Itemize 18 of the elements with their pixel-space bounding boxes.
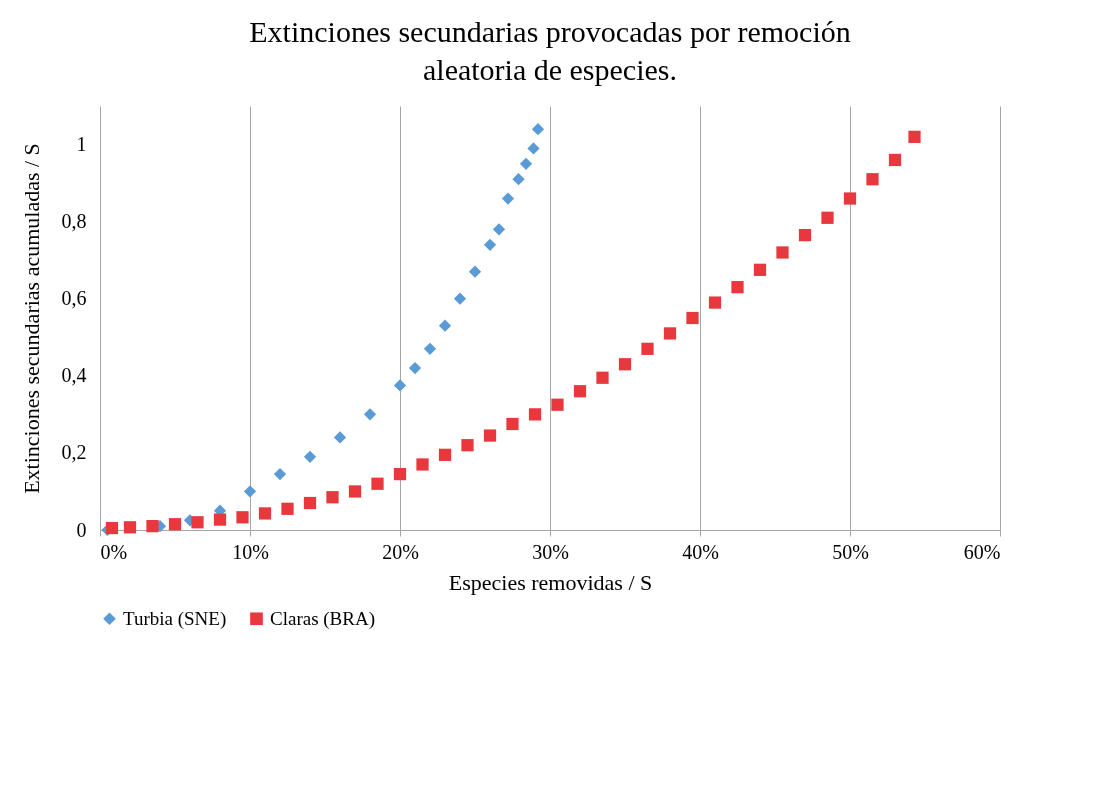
legend-label: Claras (BRA) <box>270 607 376 630</box>
y-tick-label: 0,4 <box>61 364 87 387</box>
y-tick-label: 0,8 <box>61 210 87 233</box>
y-tick-label: 1 <box>76 133 87 156</box>
y-tick-label: 0,6 <box>61 287 87 310</box>
x-axis-title: Especies removidas / S <box>448 569 653 595</box>
x-tick-label: 60% <box>963 540 1001 563</box>
y-tick-label: 0 <box>76 518 87 541</box>
y-tick-label: 0,2 <box>61 441 87 464</box>
x-tick-label: 30% <box>532 540 569 563</box>
legend-label: Turbia (SNE) <box>123 607 227 630</box>
chart-title: Extinciones secundarias provocadas por remoción aleatoria de especies. <box>249 15 851 86</box>
x-tick-label: 0% <box>100 540 128 563</box>
x-tick-label: 20% <box>382 540 419 563</box>
x-tick-label: 10% <box>232 540 269 563</box>
y-axis-title: Extinciones secundarias acumuladas / S <box>18 143 44 494</box>
x-tick-label: 50% <box>832 540 869 563</box>
x-tick-label: 40% <box>682 540 719 563</box>
